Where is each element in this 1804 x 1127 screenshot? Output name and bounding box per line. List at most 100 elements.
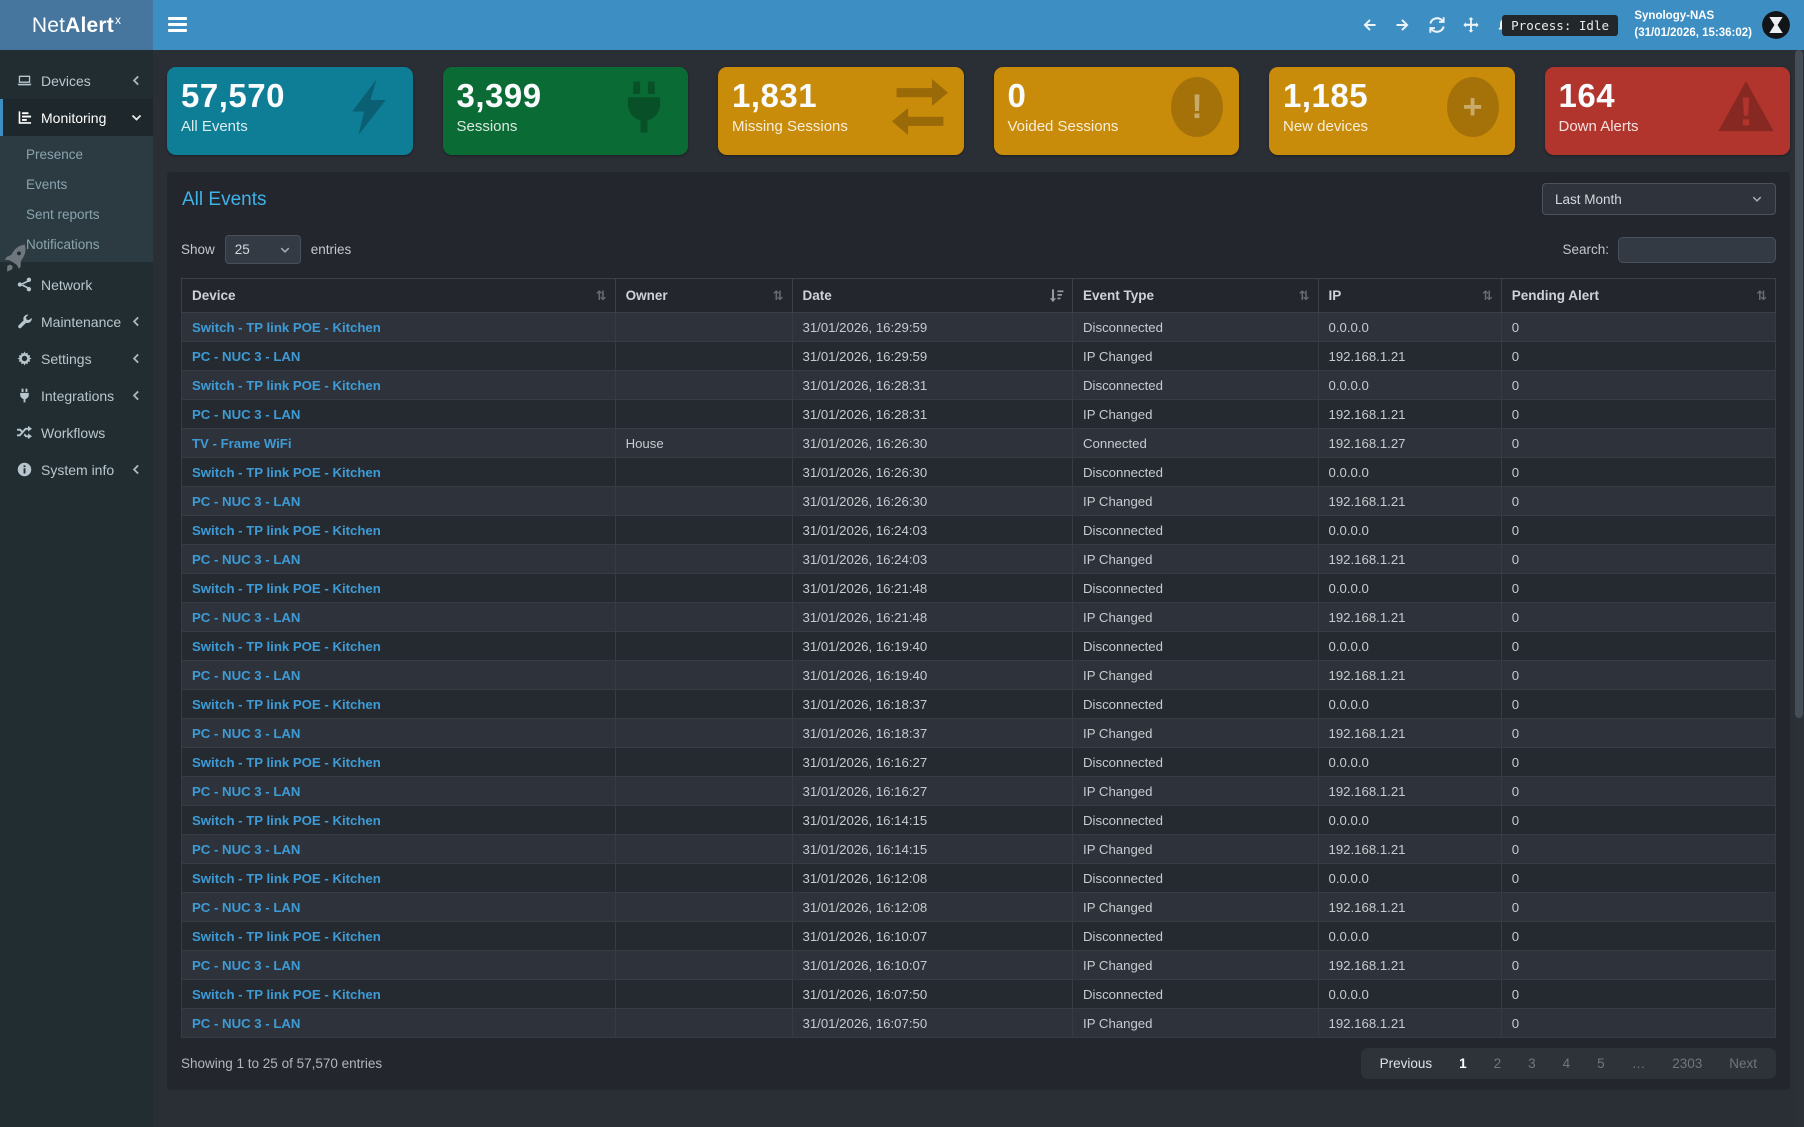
stat-card-sessions[interactable]: 3,399 Sessions xyxy=(442,67,688,155)
cell-event-type: Disconnected xyxy=(1072,370,1319,400)
move-icon[interactable] xyxy=(1462,16,1480,34)
event-row: Switch - TP link POE - Kitchen 31/01/2026… xyxy=(181,921,1777,951)
network-icon xyxy=(17,277,33,293)
cell-pending-alert: 0 xyxy=(1501,370,1777,400)
next-page-button[interactable]: Next xyxy=(1729,1056,1757,1071)
device-link[interactable]: Switch - TP link POE - Kitchen xyxy=(192,812,381,828)
sidebar-item-notifications[interactable]: Notifications xyxy=(26,236,100,252)
cell-date: 31/01/2026, 16:24:03 xyxy=(792,515,1074,545)
page-button-4[interactable]: 4 xyxy=(1562,1056,1571,1071)
sidebar-item-presence[interactable]: Presence xyxy=(26,146,84,162)
rocket-icon[interactable] xyxy=(4,244,28,272)
sidebar-item-events[interactable]: Events xyxy=(26,176,68,192)
device-link[interactable]: Switch - TP link POE - Kitchen xyxy=(192,928,381,944)
cell-owner xyxy=(615,805,793,835)
cell-date: 31/01/2026, 16:07:50 xyxy=(792,979,1074,1009)
stat-card-missing-sessions[interactable]: 1,831 Missing Sessions xyxy=(718,67,964,155)
page-button-2[interactable]: 2 xyxy=(1493,1056,1502,1071)
refresh-icon[interactable] xyxy=(1428,16,1446,34)
column-header-event-type[interactable]: Event Type ⇅ xyxy=(1072,278,1319,313)
cell-device: Switch - TP link POE - Kitchen xyxy=(181,515,616,545)
sort-icon: ⇅ xyxy=(772,288,784,303)
stat-card-down-alerts[interactable]: 164 Down Alerts xyxy=(1544,67,1790,155)
sidebar-item-maintenance[interactable]: Maintenance xyxy=(0,303,153,340)
device-link[interactable]: TV - Frame WiFi xyxy=(192,435,292,451)
page-button-1[interactable]: 1 xyxy=(1459,1056,1467,1071)
stat-card-value: 164 xyxy=(1558,77,1616,114)
device-link[interactable]: PC - NUC 3 - LAN xyxy=(192,783,301,799)
cell-device: PC - NUC 3 - LAN xyxy=(181,399,616,429)
device-link[interactable]: PC - NUC 3 - LAN xyxy=(192,667,301,683)
cell-pending-alert: 0 xyxy=(1501,486,1777,516)
page-button-3[interactable]: 3 xyxy=(1528,1056,1536,1071)
stat-card-all-events[interactable]: 57,570 All Events xyxy=(167,67,413,155)
event-row: TV - Frame WiFi House 31/01/2026, 16:26:30… xyxy=(181,428,1777,458)
plug-icon xyxy=(616,79,672,135)
device-link[interactable]: PC - NUC 3 - LAN xyxy=(192,406,301,422)
column-header-device[interactable]: Device ⇅ xyxy=(181,278,616,313)
column-header-ip[interactable]: IP ⇅ xyxy=(1318,278,1502,313)
cell-pending-alert: 0 xyxy=(1501,399,1777,429)
chevron-left-icon xyxy=(130,352,143,365)
sidebar-item-sent-reports[interactable]: Sent reports xyxy=(26,206,100,222)
device-link[interactable]: PC - NUC 3 - LAN xyxy=(192,725,301,741)
device-link[interactable]: PC - NUC 3 - LAN xyxy=(192,348,301,364)
device-link[interactable]: Switch - TP link POE - Kitchen xyxy=(192,696,381,712)
arrow-left-icon[interactable] xyxy=(1360,16,1378,34)
device-link[interactable]: Switch - TP link POE - Kitchen xyxy=(192,377,381,393)
page-scrollbar[interactable] xyxy=(1794,50,1804,1127)
arrow-right-icon[interactable] xyxy=(1394,16,1412,34)
device-link[interactable]: Switch - TP link POE - Kitchen xyxy=(192,754,381,770)
sidebar-toggle-button[interactable] xyxy=(168,17,187,32)
cell-ip: 192.168.1.21 xyxy=(1318,602,1502,632)
sidebar-item-network[interactable]: Network xyxy=(0,266,153,303)
stat-card-voided-sessions[interactable]: 0 Voided Sessions! xyxy=(993,67,1239,155)
column-header-date[interactable]: Date xyxy=(792,278,1074,313)
device-link[interactable]: Switch - TP link POE - Kitchen xyxy=(192,986,381,1002)
app-logo[interactable]: NetAlertx xyxy=(0,0,153,50)
device-link[interactable]: PC - NUC 3 - LAN xyxy=(192,1015,301,1031)
device-link[interactable]: PC - NUC 3 - LAN xyxy=(192,899,301,915)
device-link[interactable]: Switch - TP link POE - Kitchen xyxy=(192,522,381,538)
stat-card-label: Missing Sessions xyxy=(732,117,848,135)
device-link[interactable]: PC - NUC 3 - LAN xyxy=(192,841,301,857)
device-link[interactable]: Switch - TP link POE - Kitchen xyxy=(192,580,381,596)
scrollbar-thumb[interactable] xyxy=(1795,50,1803,718)
sort-icon: ⇅ xyxy=(1756,288,1767,303)
sidebar-item-monitoring[interactable]: Monitoring xyxy=(0,99,153,136)
cell-device: PC - NUC 3 - LAN xyxy=(181,1008,616,1038)
period-select[interactable]: Last Month xyxy=(1542,183,1776,215)
cell-device: Switch - TP link POE - Kitchen xyxy=(181,689,616,719)
search-input[interactable] xyxy=(1618,236,1776,263)
previous-page-button[interactable]: Previous xyxy=(1379,1056,1433,1071)
device-link[interactable]: PC - NUC 3 - LAN xyxy=(192,493,301,509)
device-link[interactable]: Switch - TP link POE - Kitchen xyxy=(192,638,381,654)
cell-pending-alert: 0 xyxy=(1501,834,1777,864)
device-link[interactable]: PC - NUC 3 - LAN xyxy=(192,609,301,625)
user-avatar[interactable] xyxy=(1762,11,1790,39)
column-header-pending-alert[interactable]: Pending Alert ⇅ xyxy=(1501,278,1777,313)
sidebar-item-devices[interactable]: Devices xyxy=(0,62,153,99)
sidebar-item-integrations[interactable]: Integrations xyxy=(0,377,153,414)
wrench-icon xyxy=(17,314,33,330)
event-row: PC - NUC 3 - LAN 31/01/2026, 16:19:40 IP C… xyxy=(181,660,1777,690)
sidebar-item-system-info[interactable]: System info xyxy=(0,451,153,488)
stat-card-value: 1,831 xyxy=(732,77,818,114)
device-link[interactable]: PC - NUC 3 - LAN xyxy=(192,551,301,567)
device-link[interactable]: Switch - TP link POE - Kitchen xyxy=(192,870,381,886)
brand-text: NetAlertx xyxy=(31,12,122,37)
device-link[interactable]: Switch - TP link POE - Kitchen xyxy=(192,464,381,480)
page-button-2303[interactable]: 2303 xyxy=(1672,1056,1703,1071)
event-row: PC - NUC 3 - LAN 31/01/2026, 16:28:31 IP C… xyxy=(181,399,1777,429)
page-button-5[interactable]: 5 xyxy=(1597,1056,1605,1071)
column-header-owner[interactable]: Owner ⇅ xyxy=(615,278,793,313)
stat-card-new-devices[interactable]: 1,185 New devices + xyxy=(1269,67,1515,155)
device-link[interactable]: Switch - TP link POE - Kitchen xyxy=(192,319,381,335)
sidebar-item-workflows[interactable]: Workflows xyxy=(0,414,153,451)
chevron-down-icon xyxy=(130,111,143,124)
entries-select[interactable]: 25 xyxy=(224,235,301,264)
sidebar-item-settings[interactable]: Settings xyxy=(0,340,153,377)
cell-ip: 0.0.0.0 xyxy=(1318,515,1502,545)
device-link[interactable]: PC - NUC 3 - LAN xyxy=(192,957,301,973)
